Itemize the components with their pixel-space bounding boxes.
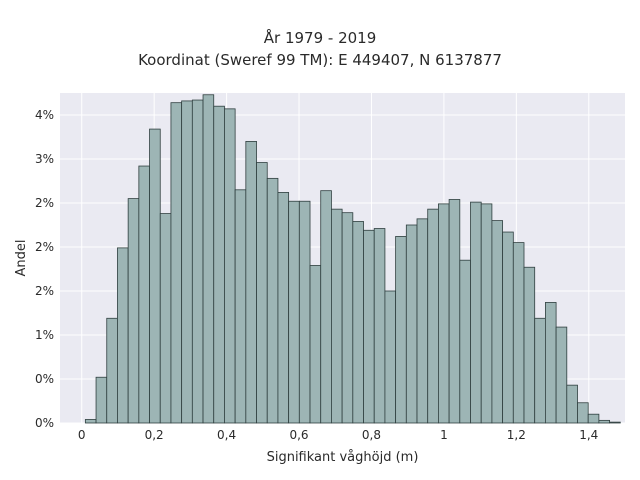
histogram-bar — [84, 419, 97, 424]
histogram-bar — [405, 224, 418, 424]
histogram-bar — [95, 376, 108, 424]
histogram-bar — [256, 162, 268, 424]
x-tick-label: 0,4 — [217, 428, 236, 442]
histogram-bar — [395, 236, 407, 424]
histogram-bar — [427, 208, 439, 424]
chart-subtitle: Koordinat (Sweref 99 TM): E 449407, N 61… — [138, 51, 502, 69]
y-tick-label: 0% — [35, 416, 54, 430]
histogram-bar — [512, 242, 525, 424]
x-tick-label: 1,2 — [507, 428, 526, 442]
chart-title: År 1979 - 2019 — [263, 29, 377, 47]
histogram-bar — [534, 317, 546, 424]
y-axis-label: Andel — [14, 240, 29, 277]
histogram-bar — [331, 208, 343, 424]
x-axis-label: Signifikant våghöjd (m) — [267, 450, 419, 465]
histogram-bar — [288, 200, 300, 424]
histogram-bar — [277, 192, 290, 424]
histogram-bar — [320, 190, 332, 424]
y-tick-label: 2% — [35, 284, 54, 298]
histogram-bar — [341, 212, 354, 424]
histogram-bar — [309, 265, 322, 424]
histogram-bar — [224, 108, 236, 424]
histogram-bar — [438, 203, 450, 424]
histogram-bar — [170, 102, 183, 424]
histogram-bar — [448, 199, 461, 424]
histogram-bar — [545, 302, 557, 424]
histogram-bar — [577, 402, 589, 424]
histogram-bar — [106, 317, 118, 424]
x-tick-label: 0,6 — [289, 428, 308, 442]
histogram-bar — [266, 177, 279, 424]
histogram-bar — [480, 203, 493, 424]
histogram-bar — [459, 259, 471, 424]
histogram-bar — [470, 201, 482, 424]
histogram-bar — [159, 213, 172, 424]
histogram-bar — [598, 419, 610, 424]
x-tick-label: 1,4 — [579, 428, 598, 442]
x-tick-label: 0,2 — [145, 428, 164, 442]
histogram-bar — [384, 290, 397, 424]
y-tick-label: 0% — [35, 372, 54, 386]
y-tick-label: 2% — [35, 196, 54, 210]
y-tick-label: 2% — [35, 240, 54, 254]
y-tick-label: 1% — [35, 328, 54, 342]
histogram-bar — [117, 247, 129, 424]
histogram-bar — [609, 421, 621, 424]
x-tick-label: 0 — [78, 428, 86, 442]
histogram-bar — [566, 384, 578, 424]
histogram-bar — [181, 100, 193, 424]
histogram-bar — [363, 229, 375, 424]
histogram-bar — [138, 165, 150, 424]
histogram-bar — [523, 266, 536, 424]
histogram-bar — [245, 140, 257, 424]
histogram-bar — [373, 228, 386, 424]
histogram-bar — [502, 231, 514, 424]
histogram-bar — [491, 220, 504, 424]
histogram-bar — [202, 94, 215, 424]
y-tick-label: 4% — [35, 108, 54, 122]
histogram-bar — [352, 221, 364, 424]
histogram-bar — [234, 189, 247, 424]
histogram-bar — [555, 326, 568, 424]
histogram-bar — [213, 105, 225, 424]
y-tick-label: 3% — [35, 152, 54, 166]
histogram-bar — [416, 218, 429, 424]
histogram-bar — [298, 200, 311, 424]
histogram-bar — [191, 99, 204, 424]
histogram-bar — [127, 198, 140, 424]
x-tick-label: 0,8 — [362, 428, 381, 442]
histogram-bar — [587, 413, 600, 424]
x-tick-label: 1 — [440, 428, 448, 442]
histogram-bar — [149, 128, 161, 424]
